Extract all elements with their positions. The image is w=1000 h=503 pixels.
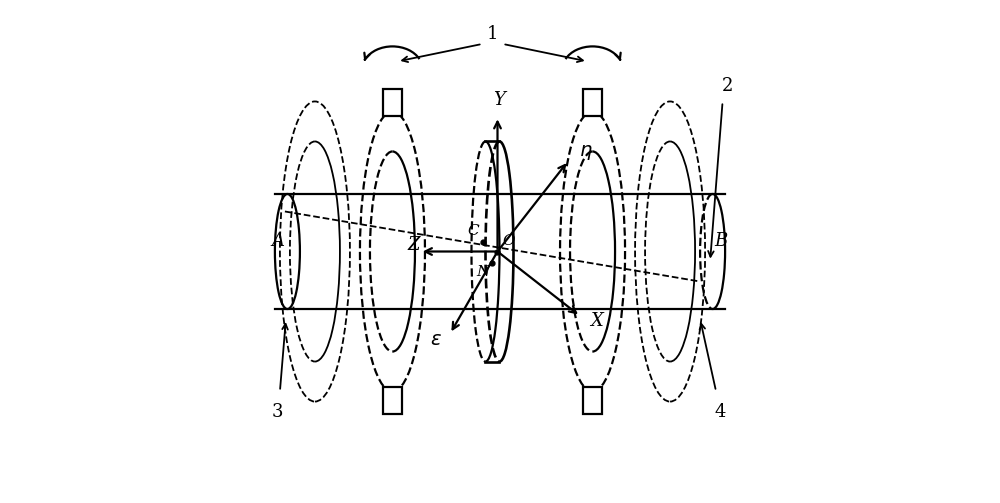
FancyBboxPatch shape (383, 89, 402, 116)
Text: A: A (271, 232, 284, 250)
Text: 2: 2 (722, 77, 733, 96)
Text: $\varepsilon$: $\varepsilon$ (430, 331, 442, 349)
Text: C: C (468, 224, 479, 238)
Text: 1: 1 (487, 25, 498, 43)
Text: N: N (477, 265, 490, 279)
FancyBboxPatch shape (583, 89, 602, 116)
Text: X: X (590, 312, 603, 330)
Text: Z: Z (407, 236, 420, 255)
Text: $\eta$: $\eta$ (579, 143, 593, 162)
FancyBboxPatch shape (383, 387, 402, 414)
Text: Y: Y (493, 91, 505, 109)
Text: B: B (714, 232, 728, 250)
Text: 4: 4 (714, 402, 726, 421)
Text: 3: 3 (272, 402, 283, 421)
FancyBboxPatch shape (583, 387, 602, 414)
Text: O: O (503, 234, 515, 248)
